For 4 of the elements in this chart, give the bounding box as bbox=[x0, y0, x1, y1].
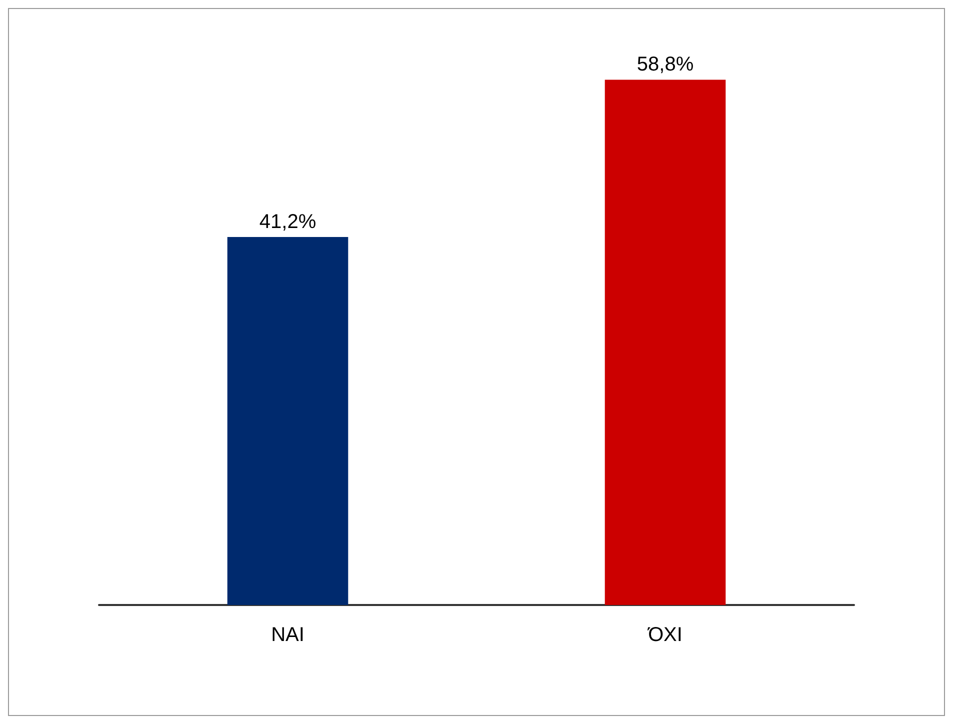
x-tick-label: ΌΧΙ bbox=[647, 624, 682, 646]
x-tick-label: NAI bbox=[271, 624, 304, 646]
data-label: 41,2% bbox=[259, 210, 316, 233]
data-label: 58,8% bbox=[636, 54, 694, 76]
